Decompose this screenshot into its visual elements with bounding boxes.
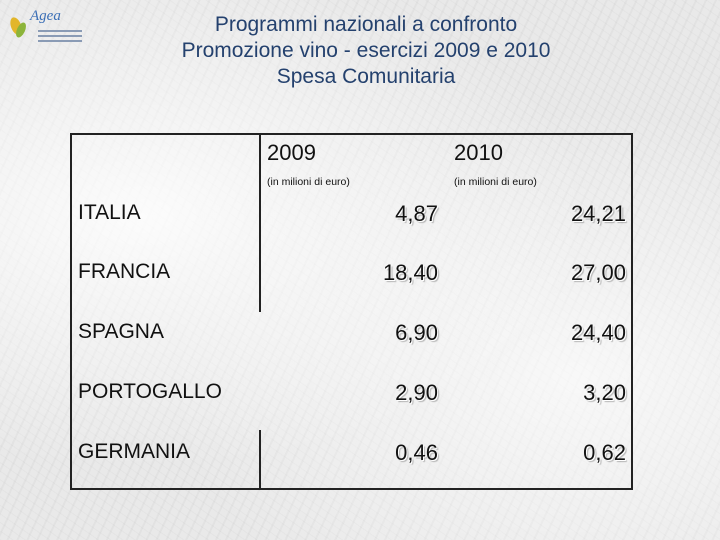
row-label-germania: GERMANIA [78, 440, 191, 463]
column-unit-2010: (in milioni di euro) [454, 176, 537, 188]
agea-leaf-icon [10, 17, 26, 38]
comparison-table [70, 133, 633, 490]
value-portogallo-2010: 3,20 [583, 380, 626, 405]
column-header-2010: 2010 [454, 140, 503, 165]
table-divider-upper [259, 133, 261, 256]
value-germania-2010: 0,62 [583, 440, 626, 465]
column-unit-2009: (in milioni di euro) [267, 176, 350, 188]
agea-logo-subtitle [38, 30, 82, 45]
row-label-francia: FRANCIA [78, 260, 171, 283]
row-label-italia: ITALIA [78, 201, 141, 224]
title-line-1: Programmi nazionali a confronto [214, 13, 518, 36]
row-label-portogallo: PORTOGALLO [78, 380, 222, 403]
page-title: Programmi nazionali a confronto Promozio… [0, 12, 720, 90]
value-italia-2010: 24,21 [570, 201, 626, 226]
agea-logo-text: Agea [30, 8, 61, 24]
value-portogallo-2009: 2,90 [395, 380, 438, 405]
value-spagna-2010: 24,40 [570, 320, 626, 345]
title-line-2: Promozione vino - esercizi 2009 e 2010 [181, 39, 551, 62]
table-divider-lower [259, 430, 261, 490]
value-francia-2010: 27,00 [570, 260, 626, 285]
value-italia-2009: 4,87 [395, 201, 438, 226]
table-divider-middle [259, 256, 261, 312]
agea-logo: Agea [8, 8, 88, 52]
value-germania-2009: 0,46 [395, 440, 438, 465]
column-header-2009: 2009 [267, 140, 316, 165]
value-spagna-2009: 6,90 [395, 320, 438, 345]
row-label-spagna: SPAGNA [78, 320, 164, 343]
title-line-3: Spesa Comunitaria [276, 65, 456, 88]
value-francia-2009: 18,40 [382, 260, 438, 285]
